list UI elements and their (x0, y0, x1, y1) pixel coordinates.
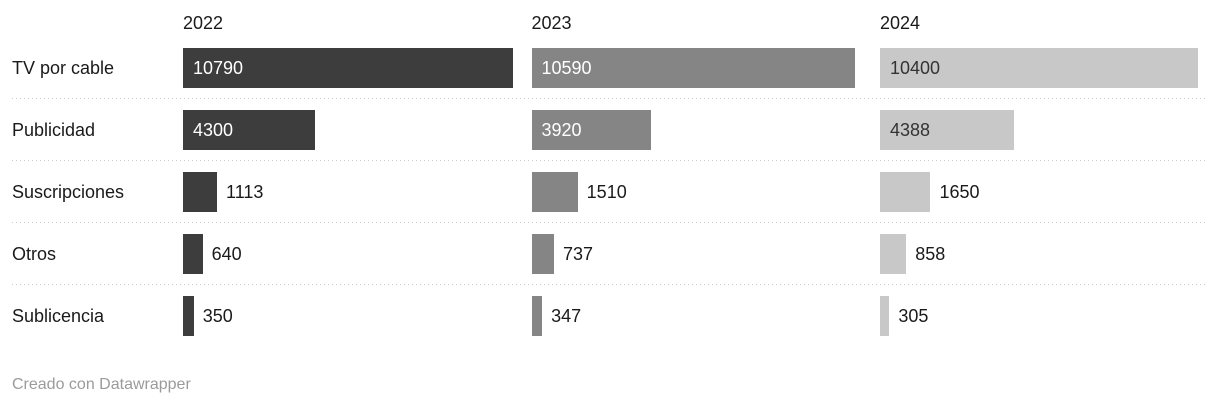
column-header-2022: 2022 (183, 13, 224, 33)
bar-2024 (880, 48, 1199, 88)
value-label-2022: 4300 (193, 120, 234, 140)
row-separator (0, 212, 1220, 234)
chart-rows: TV por cable 10790 10590 10400 Publicidad 430… (0, 48, 1220, 336)
bar-2024 (880, 234, 907, 274)
datawrapper-credit[interactable]: Creado con Datawrapper (12, 376, 191, 393)
bar-2023 (531, 296, 543, 336)
bar-2022 (183, 296, 194, 336)
chart-row-3: Suscripciones 1113 1510 1650 (0, 172, 1220, 212)
bar-2022 (183, 172, 218, 212)
value-label-2023: 10590 (541, 58, 592, 78)
value-label-2023: 1510 (586, 182, 627, 202)
value-label-2022: 1113 (226, 182, 264, 202)
bar-2022 (183, 234, 203, 274)
bar-2023 (531, 172, 578, 212)
row-label: Suscripciones (12, 182, 125, 202)
row-separator-line (12, 222, 1208, 223)
chart-row-5: Sublicencia 350 347 305 (0, 296, 1220, 336)
row-separator-line (12, 98, 1208, 99)
bar-2023 (531, 48, 856, 88)
chart-row-1: TV por cable 10790 10590 10400 (0, 48, 1220, 88)
row-separator (0, 150, 1220, 172)
bar-2023 (531, 110, 652, 150)
value-label-2024: 305 (898, 306, 929, 326)
value-label-2023: 347 (551, 306, 582, 326)
row-label: Otros (12, 244, 57, 264)
row-label: Sublicencia (12, 306, 105, 326)
value-label-2022: 350 (202, 306, 233, 326)
row-label: Publicidad (12, 120, 96, 140)
bar-2022 (183, 48, 513, 88)
value-label-2024: 10400 (890, 58, 941, 78)
value-label-2023: 3920 (541, 120, 582, 140)
row-separator-line (12, 284, 1208, 285)
value-label-2024: 858 (915, 244, 946, 264)
value-label-2022: 10790 (193, 58, 244, 78)
column-header-2024: 2024 (880, 13, 921, 33)
row-separator-line (12, 160, 1208, 161)
row-label: TV por cable (12, 58, 115, 78)
bar-2024 (880, 296, 890, 336)
bar-2023 (531, 234, 555, 274)
row-separator (0, 88, 1220, 110)
chart-row-2: Publicidad 4300 3920 4388 (0, 110, 1220, 150)
bar-2024 (880, 172, 931, 212)
chart-row-4: Otros 640 737 858 (0, 234, 1220, 274)
column-header-2023: 2023 (531, 13, 572, 33)
value-label-2023: 737 (563, 244, 594, 264)
value-label-2024: 1650 (939, 182, 980, 202)
value-label-2024: 4388 (890, 120, 931, 140)
row-separator (0, 274, 1220, 296)
bar-2024 (880, 110, 1015, 150)
bar-2022 (183, 110, 315, 150)
value-label-2022: 640 (211, 244, 242, 264)
